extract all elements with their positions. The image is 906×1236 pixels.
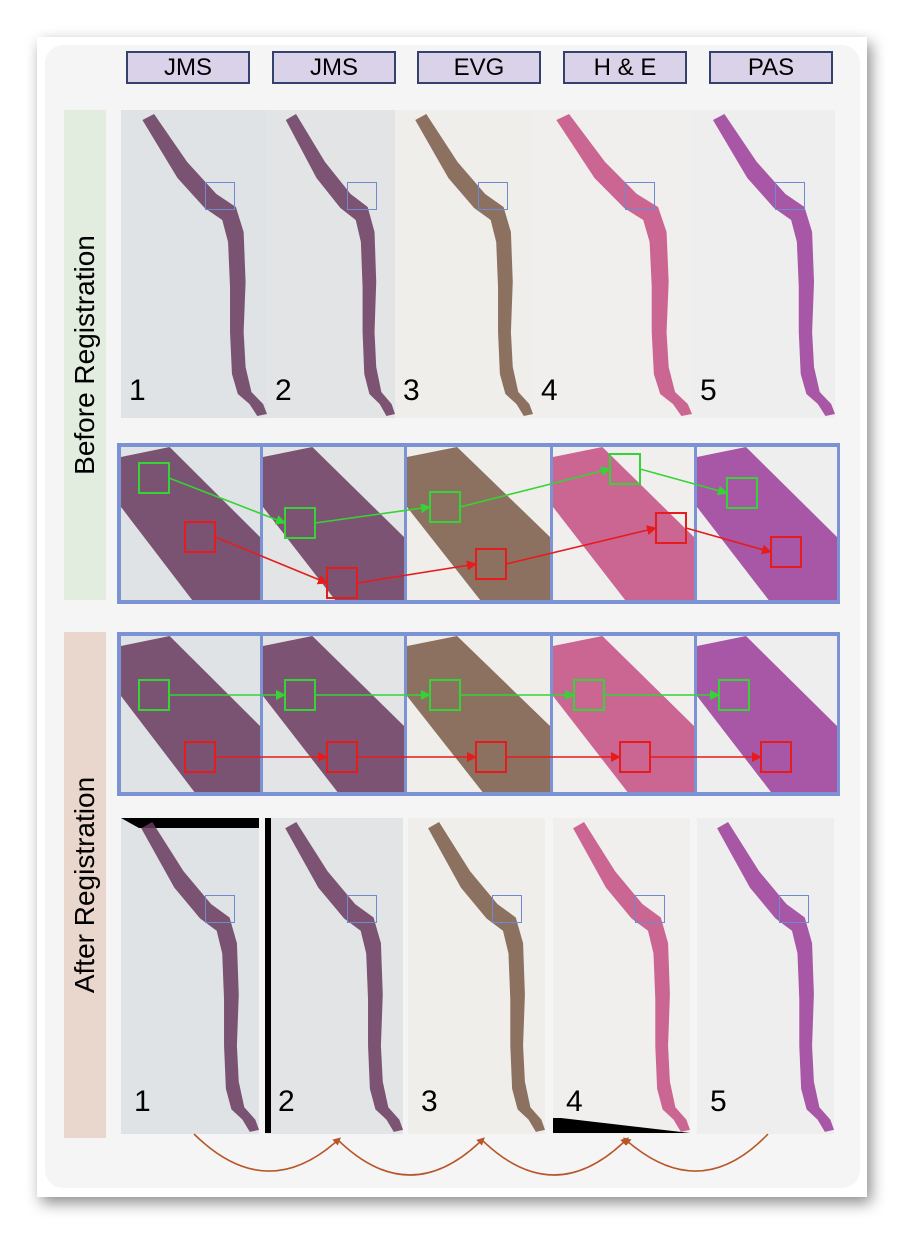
before-tissue-3	[415, 114, 533, 416]
after-slide-number-3: 3	[421, 1085, 438, 1118]
before-slide-number-3: 3	[403, 374, 420, 407]
after-roi-box-1	[205, 895, 235, 923]
before-zoom-separator-4	[694, 443, 697, 604]
before-slide-image-1	[121, 110, 267, 418]
after-slide-2	[265, 818, 403, 1134]
before-roi-box-1	[205, 182, 235, 210]
stain-label-3: EVG	[417, 51, 541, 84]
before-tissue-5	[712, 114, 835, 416]
after-zoom-tile-4	[553, 636, 694, 792]
before-slide-image-3	[395, 110, 533, 418]
before-roi-box-2	[347, 182, 377, 210]
after-slide-1	[121, 818, 259, 1134]
before-slide-image-4	[533, 110, 692, 418]
after-zoom-tissue-4	[553, 636, 694, 792]
before-tissue-4	[556, 114, 692, 416]
before-zoom-tile-3	[407, 447, 550, 600]
before-roi-box-5	[775, 182, 805, 210]
before-slide-3	[395, 110, 533, 418]
after-zoom-tile-1	[121, 636, 260, 792]
after-zoom-frame	[117, 632, 840, 796]
after-tissue-2	[285, 822, 403, 1132]
after-zoom-tile-5	[697, 636, 837, 792]
after-slide-border-2	[265, 818, 271, 1133]
before-tissue-2	[285, 114, 395, 416]
after-zoom-separator-3	[550, 632, 553, 796]
stain-label-5: PAS	[709, 51, 833, 84]
after-roi-box-3	[492, 895, 522, 923]
before-registration-band: Before Registration	[64, 110, 106, 600]
after-slide-4	[553, 818, 690, 1134]
stain-label-1: JMS	[126, 51, 250, 84]
before-roi-box-3	[478, 182, 508, 210]
after-roi-box-2	[347, 895, 377, 923]
before-zoom-tile-1	[121, 447, 260, 600]
before-slide-number-2: 2	[275, 374, 292, 407]
after-zoom-separator-4	[694, 632, 697, 796]
after-slide-image-3	[408, 818, 545, 1134]
after-slide-image-1	[121, 818, 259, 1134]
before-slide-5	[692, 110, 835, 418]
after-zoom-tile-2	[263, 636, 404, 792]
after-zoom-tissue-1	[121, 636, 260, 792]
before-zoom-separator-1	[260, 443, 263, 604]
after-registration-label: After Registration	[69, 776, 100, 994]
before-slide-image-2	[267, 110, 395, 418]
before-slide-number-5: 5	[700, 374, 717, 407]
after-tissue-1	[141, 822, 259, 1132]
after-roi-box-4	[635, 895, 665, 923]
after-slide-5	[697, 818, 834, 1134]
before-zoom-tile-4	[553, 447, 694, 600]
before-slide-number-1: 1	[129, 374, 146, 407]
before-zoom-tile-5	[697, 447, 837, 600]
after-registration-band: After Registration	[64, 632, 106, 1138]
after-tissue-3	[428, 822, 545, 1132]
after-roi-box-5	[779, 895, 809, 923]
after-zoom-tissue-2	[263, 636, 404, 792]
after-zoom-tissue-5	[697, 636, 837, 792]
after-slide-image-5	[697, 818, 834, 1134]
after-slide-3	[408, 818, 545, 1134]
after-slide-number-2: 2	[278, 1085, 295, 1118]
after-zoom-tissue-3	[407, 636, 550, 792]
before-slide-number-4: 4	[541, 374, 558, 407]
after-tissue-5	[717, 822, 834, 1132]
after-slide-border-4	[553, 1118, 690, 1133]
before-slide-image-5	[692, 110, 835, 418]
after-slide-image-2	[265, 818, 403, 1134]
before-zoom-frame	[117, 443, 840, 604]
before-zoom-separator-2	[404, 443, 407, 604]
before-roi-box-4	[625, 182, 655, 210]
before-registration-label: Before Registration	[69, 235, 100, 475]
after-zoom-separator-2	[404, 632, 407, 796]
before-slide-1	[121, 110, 267, 418]
after-slide-number-4: 4	[566, 1085, 583, 1118]
after-slide-number-5: 5	[710, 1085, 727, 1118]
before-slide-4	[533, 110, 692, 418]
before-tissue-1	[142, 114, 267, 416]
stain-label-2: JMS	[272, 51, 396, 84]
after-slide-number-1: 1	[134, 1085, 151, 1118]
after-tissue-4	[573, 822, 690, 1132]
after-zoom-separator-1	[260, 632, 263, 796]
after-slide-image-4	[553, 818, 690, 1134]
before-slide-2	[267, 110, 395, 418]
before-zoom-tile-2	[263, 447, 404, 600]
after-zoom-tile-3	[407, 636, 550, 792]
before-zoom-separator-3	[550, 443, 553, 604]
stain-label-4: H & E	[563, 51, 687, 84]
after-slide-border-1	[121, 818, 259, 828]
